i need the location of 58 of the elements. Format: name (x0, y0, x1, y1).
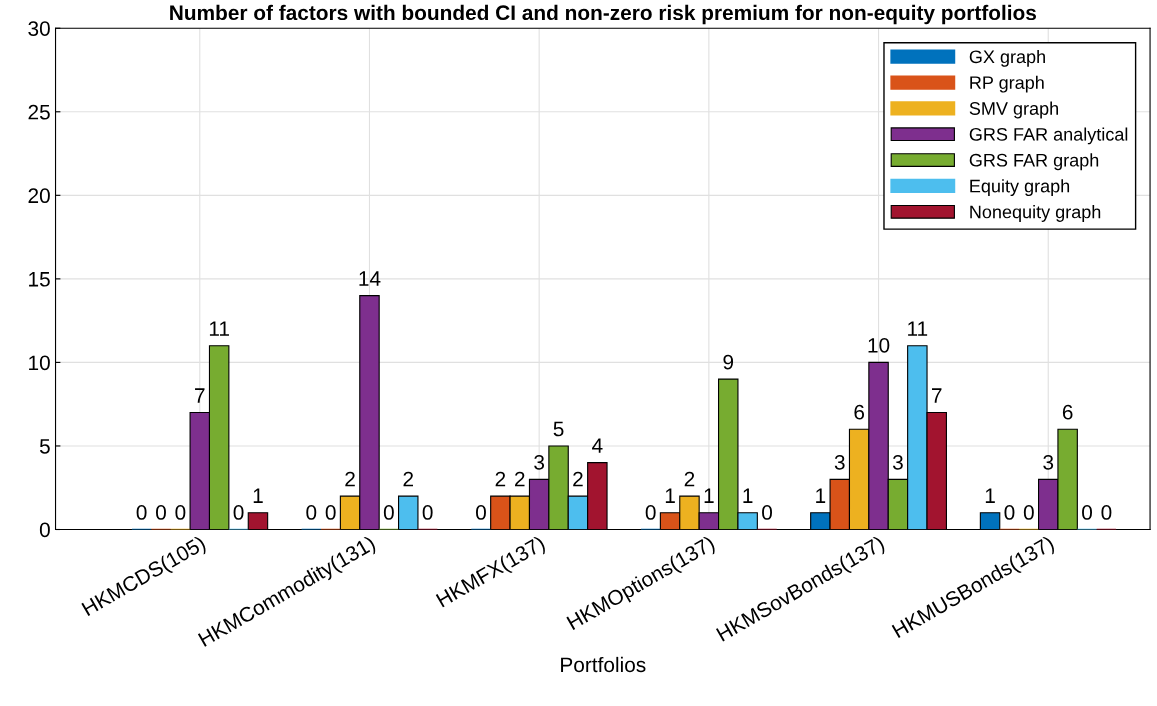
data-label: 2 (495, 471, 506, 487)
data-label: 0 (306, 505, 317, 520)
legend-label: SMV graph (969, 101, 1058, 119)
data-label: 0 (1004, 505, 1015, 520)
data-label: 1 (985, 488, 995, 503)
data-label: 0 (762, 505, 773, 520)
data-label: 0 (476, 505, 486, 520)
data-label: 0 (645, 505, 656, 520)
data-label: 0 (1101, 505, 1112, 520)
data-label: 14 (359, 271, 381, 286)
data-label: 3 (1043, 454, 1054, 470)
data-label: 0 (156, 505, 166, 520)
data-label: 7 (932, 388, 942, 403)
data-label: 5 (553, 421, 564, 437)
data-label: 2 (345, 471, 355, 487)
y-tick-label: 15 (29, 272, 50, 287)
data-label: 1 (816, 488, 826, 503)
data-label: 11 (908, 321, 928, 336)
data-label: 0 (1082, 505, 1093, 520)
data-label: 3 (834, 454, 845, 470)
y-tick-label: 10 (29, 355, 50, 371)
data-label: 11 (209, 321, 229, 336)
data-label: 1 (704, 488, 714, 503)
data-label: 3 (534, 454, 545, 470)
data-label: 9 (723, 354, 734, 370)
y-tick-label: 25 (28, 104, 50, 120)
data-label: 1 (253, 488, 263, 503)
data-label: 4 (592, 438, 603, 453)
y-tick-label: 5 (39, 439, 50, 454)
x-axis-title: Portfolios (561, 656, 646, 673)
data-label: 0 (233, 505, 244, 520)
data-label: 3 (892, 454, 903, 470)
data-label: 7 (195, 388, 205, 403)
y-tick-label: 30 (28, 21, 50, 36)
data-label: 0 (136, 505, 147, 520)
y-tick-label: 20 (28, 188, 50, 204)
chart-title: Number of factors with bounded CI and non-zero risk premium for non-equity portfolios (170, 4, 1036, 25)
data-label: 6 (854, 404, 865, 420)
data-label: 2 (403, 471, 413, 487)
data-label: 0 (383, 505, 394, 520)
data-label: 1 (665, 488, 675, 503)
data-label: 0 (1023, 505, 1034, 520)
data-label: 2 (684, 471, 695, 487)
legend-label: Nonequity graph (970, 205, 1101, 222)
y-tick-label: 0 (39, 522, 50, 538)
data-label: 10 (868, 337, 890, 353)
legend-label: RP graph (970, 75, 1044, 93)
data-label: 1 (743, 488, 753, 503)
data-label: 2 (515, 471, 525, 487)
legend-label: GRS FAR analytical (969, 127, 1128, 145)
data-label: 0 (325, 505, 336, 520)
legend-label: Equity graph (970, 179, 1070, 197)
data-label: 2 (573, 471, 583, 487)
legend-label: GX graph (969, 49, 1045, 67)
data-label: 6 (1062, 404, 1073, 420)
data-label: 0 (422, 505, 433, 520)
data-label: 0 (175, 505, 186, 520)
legend-label: GRS FAR graph (969, 153, 1099, 171)
